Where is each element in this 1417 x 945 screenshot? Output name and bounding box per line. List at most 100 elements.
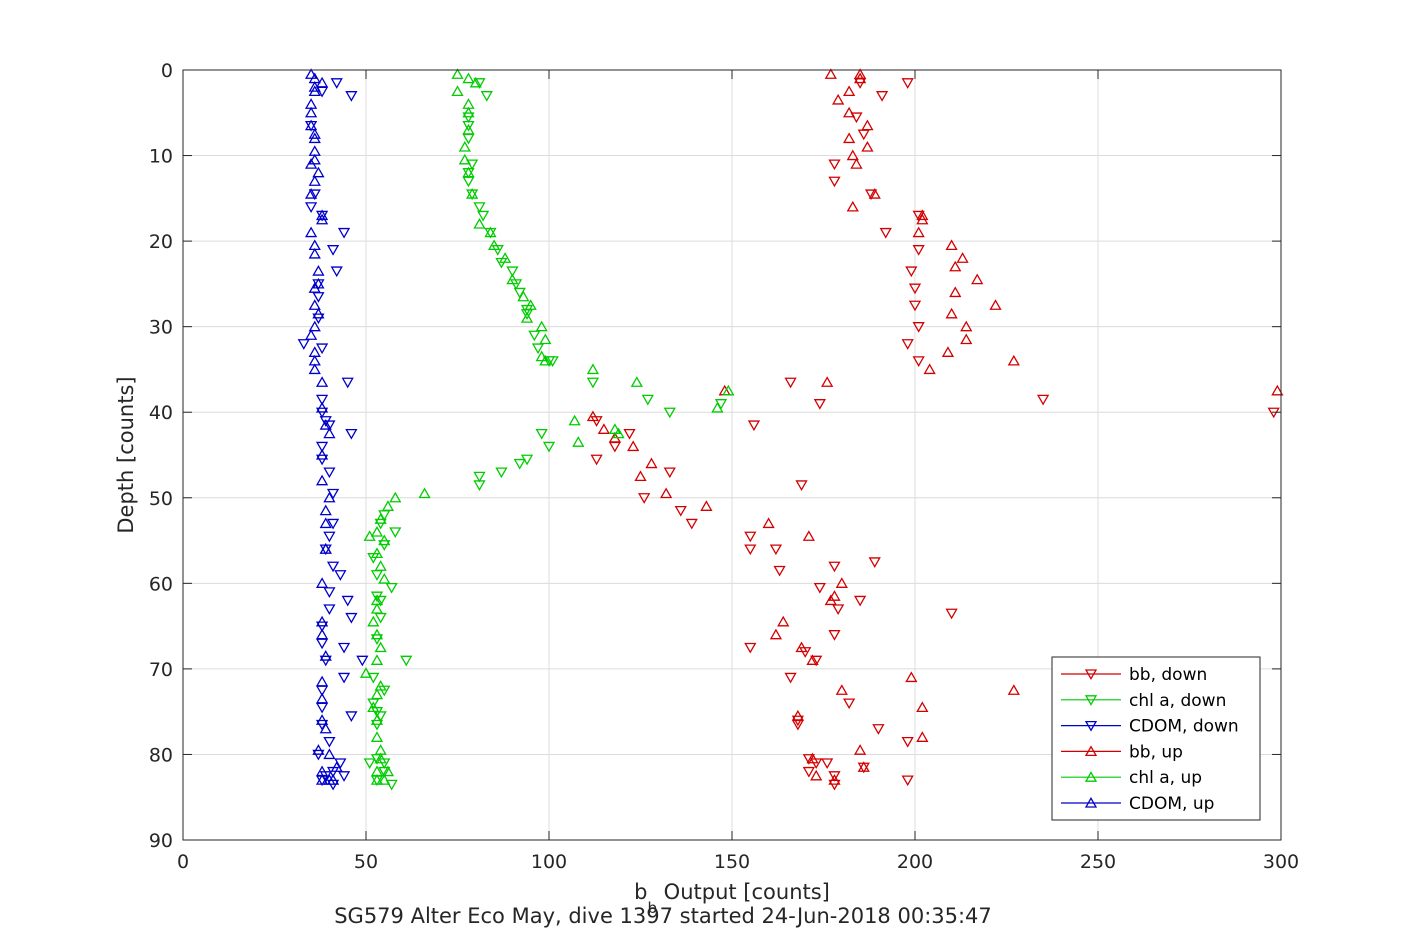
data-point: [341, 377, 354, 389]
data-point: [312, 264, 325, 276]
data-point: [469, 76, 482, 88]
series-3: [586, 68, 1284, 785]
legend-label: CDOM, down: [1129, 717, 1239, 737]
data-point: [572, 436, 585, 447]
data-point: [345, 711, 358, 723]
y-tick-label: 20: [149, 231, 173, 253]
legend-label: chl a, up: [1129, 768, 1202, 788]
data-point: [473, 202, 486, 213]
data-point: [853, 72, 867, 84]
data-point: [769, 544, 783, 556]
data-point: [374, 513, 387, 524]
data-point: [949, 286, 962, 298]
data-point: [304, 106, 318, 118]
data-point: [480, 91, 493, 102]
data-point: [337, 672, 351, 684]
series-4: [359, 68, 735, 785]
data-point: [308, 363, 321, 375]
data-point: [945, 608, 958, 620]
data-point: [319, 517, 332, 529]
x-tick-label: 200: [897, 851, 933, 873]
data-point: [381, 765, 395, 777]
data-point: [506, 273, 519, 285]
data-point: [389, 491, 402, 503]
data-point: [744, 544, 757, 556]
data-point: [945, 307, 958, 319]
data-point: [960, 333, 973, 345]
data-point: [323, 427, 336, 439]
data-point: [762, 517, 775, 529]
data-point: [916, 213, 929, 225]
data-point: [319, 649, 332, 661]
data-point: [498, 252, 512, 263]
data-point: [905, 671, 918, 683]
data-point: [315, 209, 329, 221]
data-point: [747, 420, 761, 432]
data-point: [846, 149, 859, 161]
data-point: [370, 654, 384, 665]
data-point: [853, 68, 867, 79]
series-5: [304, 68, 343, 785]
data-point: [359, 667, 373, 678]
data-point: [370, 634, 384, 646]
data-point: [971, 273, 984, 285]
data-point: [828, 561, 841, 573]
data-point: [308, 128, 321, 139]
data-point: [905, 266, 918, 278]
data-point: [491, 245, 504, 256]
data-point: [597, 423, 611, 434]
data-point: [824, 594, 837, 606]
data-point: [608, 423, 622, 434]
data-point: [476, 210, 490, 222]
data-point: [370, 628, 384, 640]
data-point: [374, 560, 387, 571]
data-point: [323, 491, 336, 503]
legend-label: CDOM, up: [1129, 794, 1214, 814]
data-point: [663, 407, 676, 419]
data-point: [378, 534, 391, 546]
data-point: [799, 647, 812, 658]
data-point: [315, 577, 329, 588]
series-layer: [297, 68, 1284, 791]
data-point: [568, 414, 581, 426]
data-point: [868, 557, 881, 569]
data-point: [341, 595, 354, 607]
data-point: [458, 140, 471, 152]
data-point: [374, 518, 387, 530]
data-point: [722, 384, 735, 396]
data-point: [638, 493, 651, 504]
data-point: [835, 684, 848, 695]
data-point: [784, 377, 797, 389]
data-point: [828, 774, 841, 785]
data-point: [868, 187, 881, 199]
data-point: [385, 779, 398, 791]
data-point: [945, 239, 958, 251]
data-point: [824, 68, 837, 79]
data-point: [345, 91, 358, 102]
data-point: [319, 504, 332, 516]
data-point: [846, 200, 859, 212]
data-point: [916, 701, 929, 713]
data-point: [700, 500, 713, 511]
data-point: [356, 655, 369, 667]
data-point: [634, 470, 647, 482]
data-point: [842, 698, 856, 710]
data-point: [308, 175, 321, 186]
data-point: [531, 343, 545, 355]
data-point: [795, 641, 808, 653]
data-point: [323, 736, 336, 748]
x-tick-label: 0: [177, 851, 189, 873]
data-point: [908, 300, 922, 312]
data-point: [334, 570, 347, 581]
data-point: [323, 587, 336, 598]
data-point: [308, 85, 321, 97]
data-point: [711, 401, 724, 413]
data-point: [949, 260, 962, 272]
data-point: [389, 527, 402, 539]
data-point: [539, 333, 552, 345]
data-point: [517, 290, 530, 302]
data-point: [462, 123, 475, 135]
data-point: [1007, 354, 1020, 366]
data-point: [828, 159, 841, 171]
data-point: [315, 407, 329, 419]
